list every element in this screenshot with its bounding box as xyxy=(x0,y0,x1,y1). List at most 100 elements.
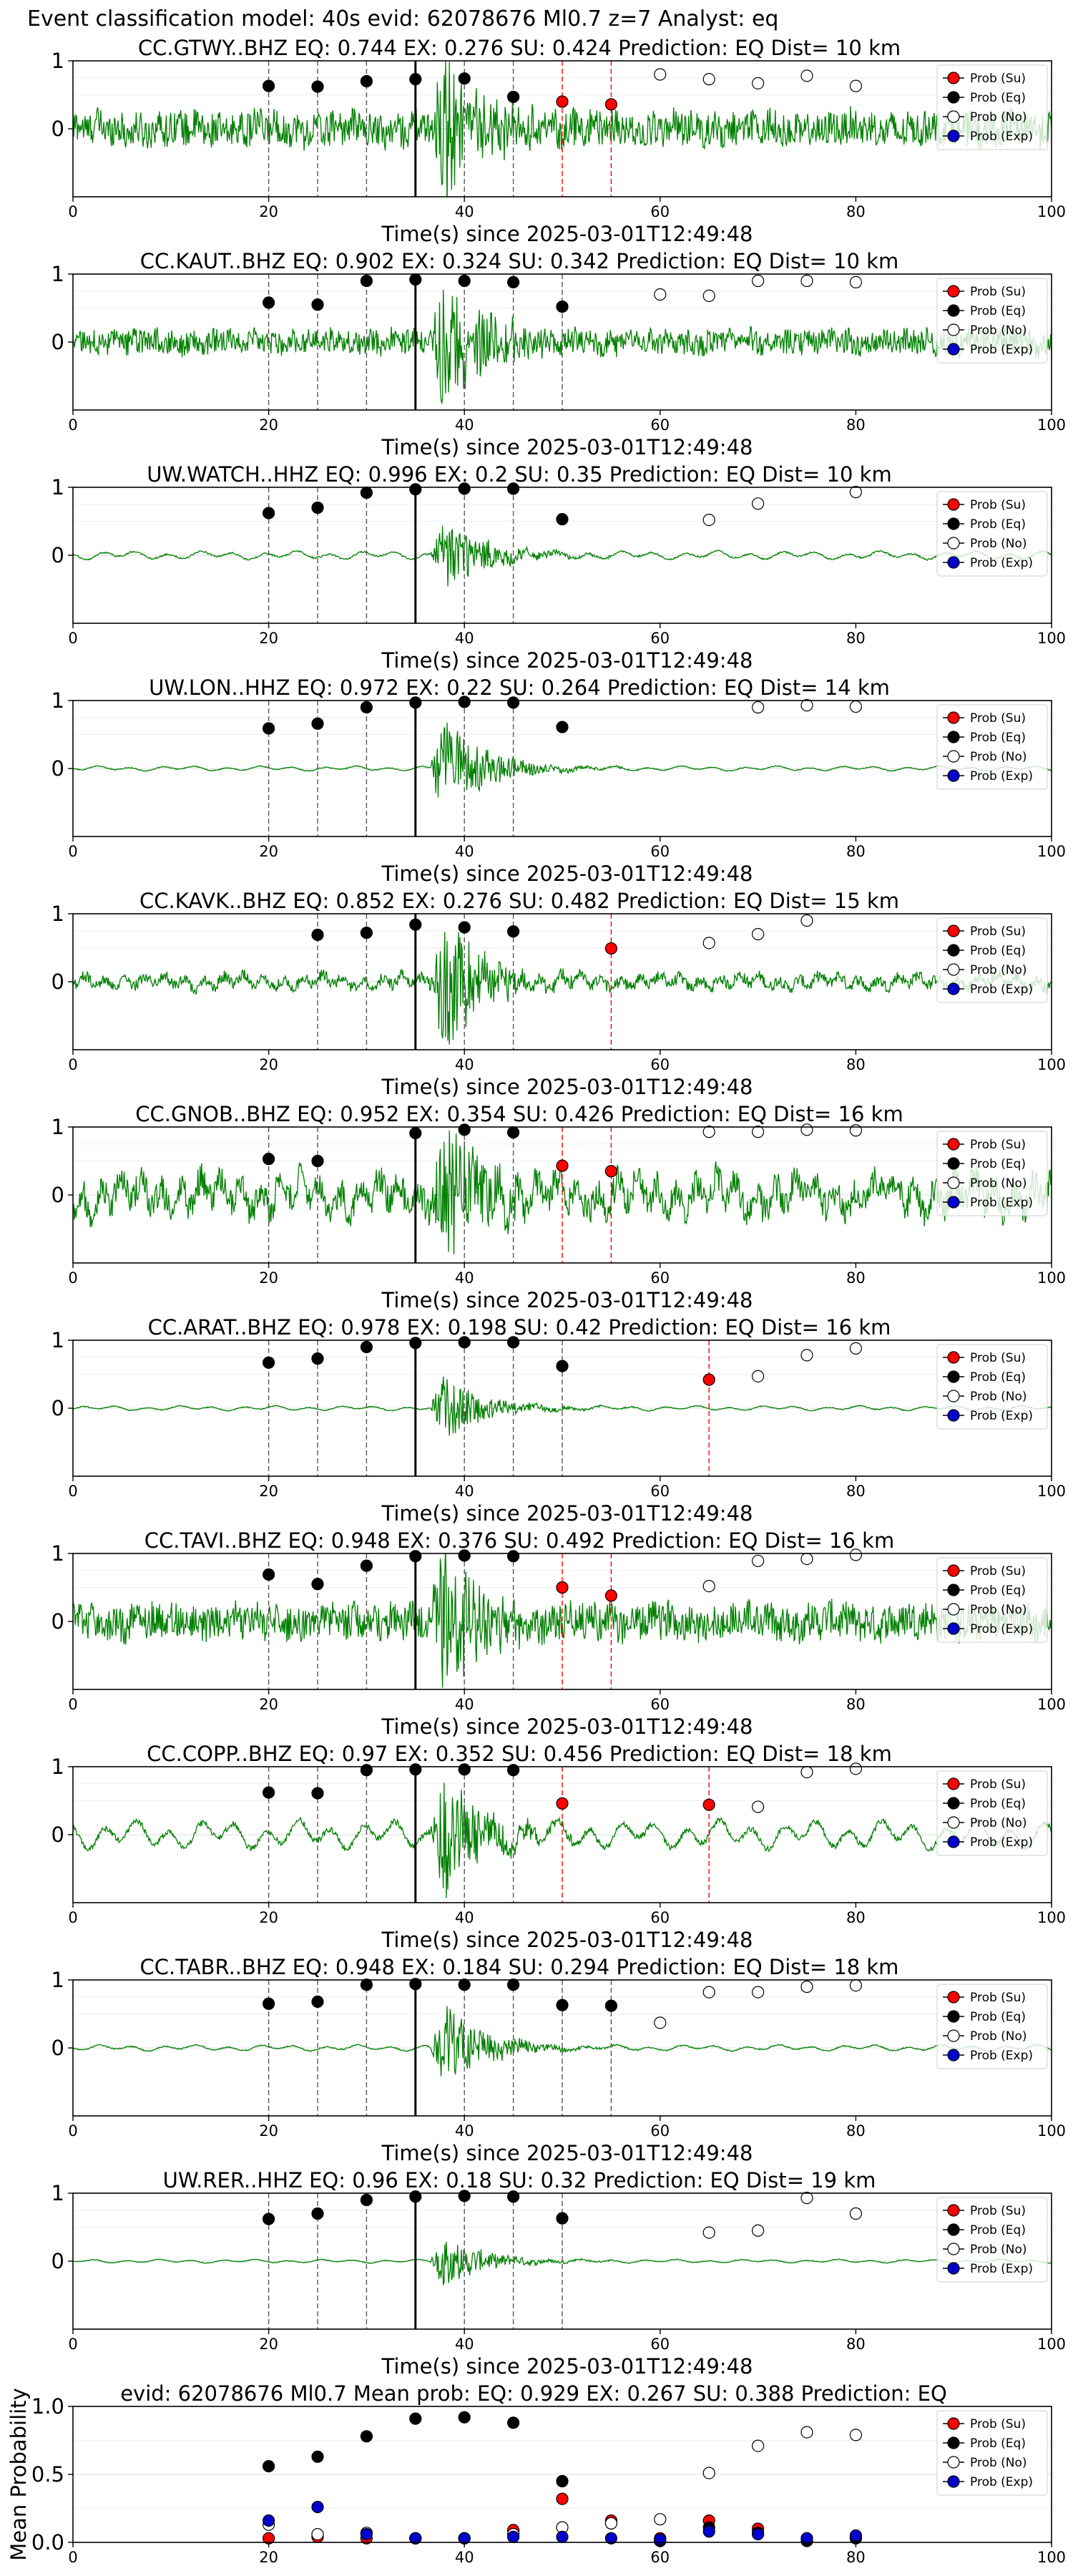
x-tick-label: 80 xyxy=(846,2549,866,2566)
y-tick-label: 0.5 xyxy=(31,2462,64,2487)
x-tick-label: 60 xyxy=(650,416,670,434)
x-tick-label: 100 xyxy=(1037,2336,1066,2353)
point-probno xyxy=(849,79,863,92)
point-probeq xyxy=(311,1995,324,2008)
legend-marker xyxy=(947,304,960,317)
point-probno xyxy=(849,1762,863,1775)
legend-marker xyxy=(947,2417,960,2430)
legend-marker xyxy=(947,1777,960,1790)
legend-marker xyxy=(947,91,960,104)
x-tick-label: 80 xyxy=(846,1696,866,1713)
point-probno xyxy=(849,1979,863,1992)
point-probeq xyxy=(409,2412,422,2425)
y-tick-label: 0 xyxy=(52,1183,64,1207)
panel-title: CC.KAVK..BHZ EQ: 0.852 EX: 0.276 SU: 0.4… xyxy=(139,889,899,913)
panel-title: UW.WATCH..HHZ EQ: 0.996 EX: 0.2 SU: 0.35… xyxy=(147,462,891,487)
legend-label: Prob (Eq) xyxy=(970,1797,1026,1811)
point-probeq xyxy=(458,2190,471,2202)
x-tick-label: 40 xyxy=(455,630,474,647)
legend: Prob (Su) Prob (Eq) Prob (No) Prob (Exp) xyxy=(936,491,1048,577)
legend-label: Prob (Eq) xyxy=(970,2436,1026,2451)
y-tick-label: 0 xyxy=(52,117,64,141)
mean-probability-panel: evid: 62078676 Ml0.7 Mean prob: EQ: 0.92… xyxy=(6,2381,1066,2566)
x-tick-label: 20 xyxy=(259,1483,278,1500)
x-axis-label: Time(s) since 2025-03-01T12:49:48 xyxy=(381,222,753,246)
x-tick-label: 40 xyxy=(455,1269,474,1287)
point-probno xyxy=(800,2192,813,2205)
legend-label: Prob (Eq) xyxy=(970,517,1026,532)
x-tick-label: 0 xyxy=(68,2122,77,2140)
legend-marker xyxy=(947,2010,960,2023)
point-probno xyxy=(800,1349,813,1362)
point-probno xyxy=(751,274,765,288)
legend-marker xyxy=(947,1196,960,1209)
legend-marker xyxy=(947,537,960,550)
point-probexp xyxy=(409,2532,422,2545)
legend-label: Prob (No) xyxy=(970,750,1027,764)
x-tick-label: 60 xyxy=(650,1909,670,1926)
legend-marker xyxy=(947,1351,960,1364)
panel-title: evid: 62078676 Ml0.7 Mean prob: EQ: 0.92… xyxy=(120,2381,947,2406)
legend: Prob (Su) Prob (Eq) Prob (No) Prob (Exp) xyxy=(936,2410,1048,2496)
point-probeq xyxy=(360,1979,373,1991)
x-tick-label: 20 xyxy=(259,203,278,220)
waveform-trace xyxy=(73,1553,1052,1688)
point-probexp xyxy=(849,2529,863,2542)
point-probsu xyxy=(556,2492,569,2505)
point-probeq xyxy=(409,1550,422,1563)
point-probeq xyxy=(409,73,422,86)
legend-box xyxy=(936,1557,1048,1643)
waveform-trace xyxy=(73,722,1052,798)
x-tick-label: 20 xyxy=(259,843,278,860)
x-axis-label: Time(s) since 2025-03-01T12:49:48 xyxy=(381,648,753,673)
point-probeq xyxy=(263,2212,275,2225)
x-tick-label: 80 xyxy=(846,1909,866,1926)
point-probno xyxy=(751,1986,765,1999)
legend-marker xyxy=(947,2436,960,2449)
point-probeq xyxy=(506,1979,520,1991)
x-tick-label: 60 xyxy=(650,2336,670,2353)
point-probno xyxy=(702,1986,715,1999)
legend-label: Prob (Su) xyxy=(970,1777,1026,1792)
point-probeq xyxy=(263,1786,275,1799)
legend-label: Prob (Exp) xyxy=(970,343,1033,357)
x-tick-label: 60 xyxy=(650,2122,670,2140)
point-probeq xyxy=(360,74,373,88)
y-tick-label: 1 xyxy=(52,475,64,499)
point-probeq xyxy=(458,1549,471,1562)
legend-marker xyxy=(947,944,960,957)
legend: Prob (Su) Prob (Eq) Prob (No) Prob (Exp) xyxy=(936,1557,1048,1643)
legend-label: Prob (Exp) xyxy=(970,1409,1033,1423)
x-tick-label: 80 xyxy=(846,630,866,647)
point-probeq xyxy=(556,301,569,313)
x-tick-label: 100 xyxy=(1037,2122,1066,2140)
legend-box xyxy=(936,2197,1048,2283)
legend-label: Prob (Eq) xyxy=(970,1584,1026,1598)
y-tick-label: 0 xyxy=(52,330,64,354)
legend-marker xyxy=(947,750,960,763)
point-probeq xyxy=(458,696,471,708)
legend-marker xyxy=(947,1370,960,1383)
x-axis-label: Time(s) since 2025-03-01T12:49:48 xyxy=(381,1501,753,1526)
legend-marker xyxy=(947,323,960,336)
x-tick-label: 0 xyxy=(68,843,77,860)
x-tick-label: 40 xyxy=(455,2122,474,2140)
point-probeq xyxy=(556,721,569,733)
legend-marker xyxy=(947,2475,960,2488)
point-probno xyxy=(751,1800,765,1813)
x-tick-label: 60 xyxy=(650,1483,670,1500)
x-tick-label: 100 xyxy=(1037,203,1066,220)
point-probno xyxy=(849,486,863,499)
point-probsu xyxy=(604,1589,618,1602)
y-tick-label: 1 xyxy=(52,1968,64,1992)
point-probsu xyxy=(604,942,618,955)
figure-title: Event classification model: 40s evid: 62… xyxy=(27,6,778,31)
point-probeq xyxy=(506,696,520,709)
legend: Prob (Su) Prob (Eq) Prob (No) Prob (Exp) xyxy=(936,1984,1048,2069)
y-tick-label: 0 xyxy=(52,756,64,781)
x-tick-label: 60 xyxy=(650,1269,670,1287)
legend-label: Prob (Eq) xyxy=(970,731,1026,745)
point-probno xyxy=(800,1123,813,1136)
point-probno xyxy=(849,275,863,288)
legend: Prob (Su) Prob (Eq) Prob (No) Prob (Exp) xyxy=(936,1131,1048,1216)
